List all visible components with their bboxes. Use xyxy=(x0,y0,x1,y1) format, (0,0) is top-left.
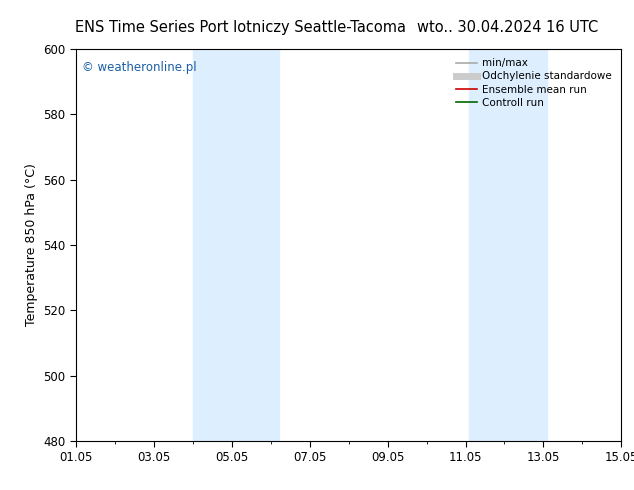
Bar xyxy=(193,49,278,441)
Text: ENS Time Series Port lotniczy Seattle-Tacoma: ENS Time Series Port lotniczy Seattle-Ta… xyxy=(75,20,406,35)
Text: wto.. 30.04.2024 16 UTC: wto.. 30.04.2024 16 UTC xyxy=(417,20,598,35)
Legend: min/max, Odchylenie standardowe, Ensemble mean run, Controll run: min/max, Odchylenie standardowe, Ensembl… xyxy=(452,54,616,112)
Text: © weatheronline.pl: © weatheronline.pl xyxy=(82,61,196,74)
Bar xyxy=(469,49,547,441)
Y-axis label: Temperature 850 hPa (°C): Temperature 850 hPa (°C) xyxy=(25,164,38,326)
